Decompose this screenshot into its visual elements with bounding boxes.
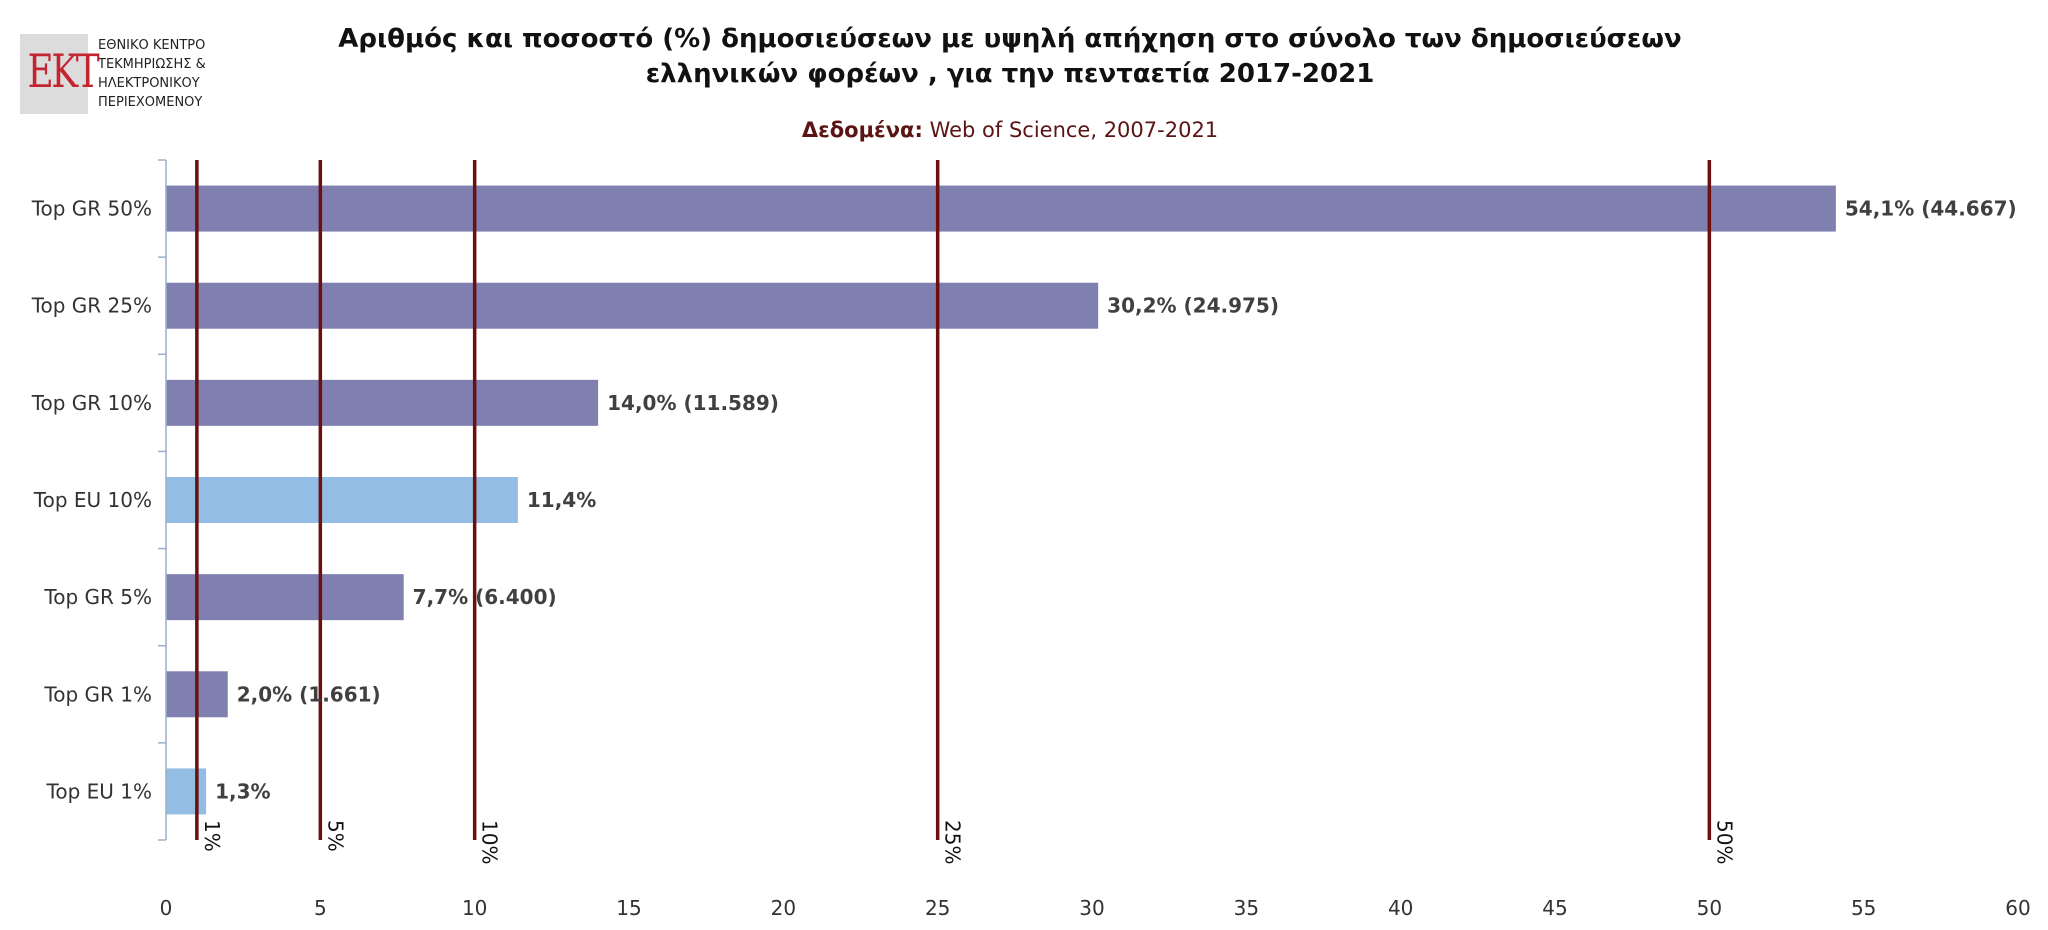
- reference-line-label: 1%: [200, 820, 224, 852]
- reference-line-label: 5%: [323, 820, 347, 852]
- x-tick-label: 50: [1697, 896, 1722, 920]
- chart-subtitle: Δεδομένα: Web of Science, 2007-2021: [260, 118, 1760, 142]
- category-label: Top GR 10%: [31, 391, 152, 415]
- category-label: Top GR 25%: [31, 294, 152, 318]
- data-label: 2,0% (1.661): [237, 682, 381, 706]
- x-tick-label: 0: [160, 896, 173, 920]
- reference-line-label: 50%: [1712, 820, 1736, 864]
- x-tick-label: 30: [1079, 896, 1104, 920]
- data-label: 1,3%: [215, 779, 270, 803]
- reference-line-label: 10%: [478, 820, 502, 864]
- x-tick-label: 45: [1542, 896, 1567, 920]
- bar: [166, 768, 207, 815]
- bar: [166, 379, 599, 426]
- x-tick-label: 25: [925, 896, 950, 920]
- chart-title-line-1: Αριθμός και ποσοστό (%) δημοσιεύσεων με …: [338, 24, 1682, 54]
- subtitle-source-value: Web of Science, 2007-2021: [922, 118, 1219, 142]
- x-tick-label: 35: [1234, 896, 1259, 920]
- chart-title: Αριθμός και ποσοστό (%) δημοσιεύσεων με …: [260, 22, 1760, 92]
- data-label: 54,1% (44.667): [1845, 197, 2017, 221]
- x-tick-label: 20: [771, 896, 796, 920]
- x-tick-label: 10: [462, 896, 487, 920]
- logo-line-4: ΠΕΡΙΕΧΟΜΕΝΟΥ: [98, 95, 203, 110]
- bar: [166, 477, 518, 523]
- x-tick-label: 40: [1388, 896, 1413, 920]
- ekt-logo-text: ΕΘΝΙΚΟ ΚΕΝΤΡΟ ΤΕΚΜΗΡΙΩΣΗΣ & ΗΛΕΚΤΡΟΝΙΚΟΥ…: [98, 36, 206, 112]
- data-label: 11,4%: [527, 488, 596, 512]
- x-tick-label: 15: [616, 896, 641, 920]
- ekt-logo: ΕΚΤ ΕΘΝΙΚΟ ΚΕΝΤΡΟ ΤΕΚΜΗΡΙΩΣΗΣ & ΗΛΕΚΤΡΟΝ…: [20, 34, 206, 114]
- data-label: 14,0% (11.589): [607, 391, 779, 415]
- category-label: Top GR 50%: [31, 197, 152, 221]
- category-label: Top GR 5%: [43, 585, 152, 609]
- category-label: Top EU 10%: [33, 488, 152, 512]
- category-label: Top EU 1%: [46, 779, 152, 803]
- x-tick-label: 60: [2005, 896, 2030, 920]
- logo-line-1: ΕΘΝΙΚΟ ΚΕΝΤΡΟ: [98, 38, 206, 53]
- ekt-logo-mark: ΕΚΤ: [20, 34, 100, 114]
- logo-line-2: ΤΕΚΜΗΡΙΩΣΗΣ &: [98, 57, 206, 72]
- x-tick-label: 55: [1851, 896, 1876, 920]
- x-tick-label: 5: [314, 896, 327, 920]
- reference-line-label: 25%: [941, 820, 965, 864]
- logo-line-3: ΗΛΕΚΤΡΟΝΙΚΟΥ: [98, 76, 200, 91]
- bar: [166, 282, 1099, 329]
- data-label: 7,7% (6.400): [413, 585, 557, 609]
- category-label: Top GR 1%: [43, 682, 152, 706]
- data-label: 30,2% (24.975): [1107, 294, 1279, 318]
- subtitle-source-label: Δεδομένα:: [801, 118, 923, 142]
- chart-title-line-2: ελληνικών φορέων , για την πενταετία 201…: [645, 59, 1375, 89]
- bar: [166, 574, 404, 621]
- bar: [166, 185, 1836, 232]
